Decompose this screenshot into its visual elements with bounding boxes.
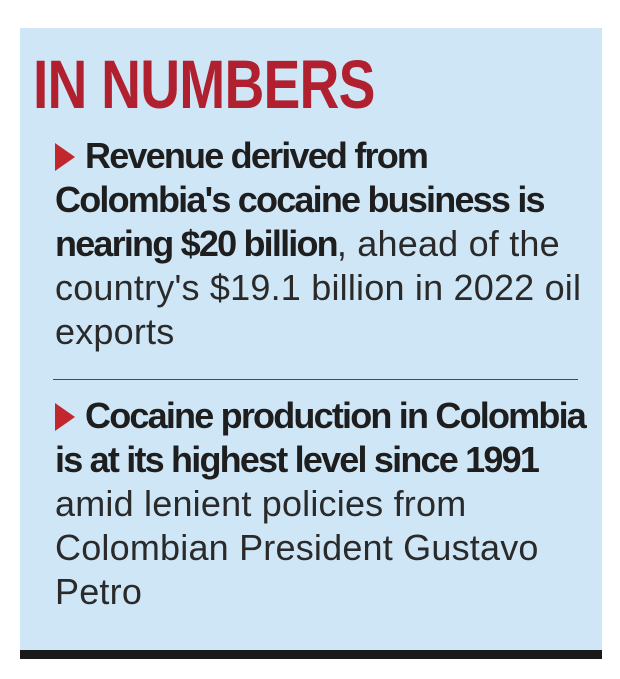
section-divider xyxy=(53,379,578,380)
triangle-bullet-icon xyxy=(55,143,75,171)
triangle-bullet-icon xyxy=(55,403,75,431)
fact-bold-text: Revenue derived from Colombia's cocaine … xyxy=(55,135,546,264)
bottom-rule xyxy=(20,650,602,659)
fact-regular-text: , ahead of the country's $19.1 billion i… xyxy=(55,223,582,352)
box-title: IN NUMBERS xyxy=(33,46,375,123)
info-box xyxy=(20,28,602,650)
fact-regular-text: amid lenient policies from Colombian Pre… xyxy=(55,483,539,612)
fact-item-revenue: Revenue derived from Colombia's cocaine … xyxy=(55,134,585,354)
fact-bold-text: Cocaine production in Colombia is at its… xyxy=(55,395,587,480)
fact-item-production: Cocaine production in Colombia is at its… xyxy=(55,394,587,614)
